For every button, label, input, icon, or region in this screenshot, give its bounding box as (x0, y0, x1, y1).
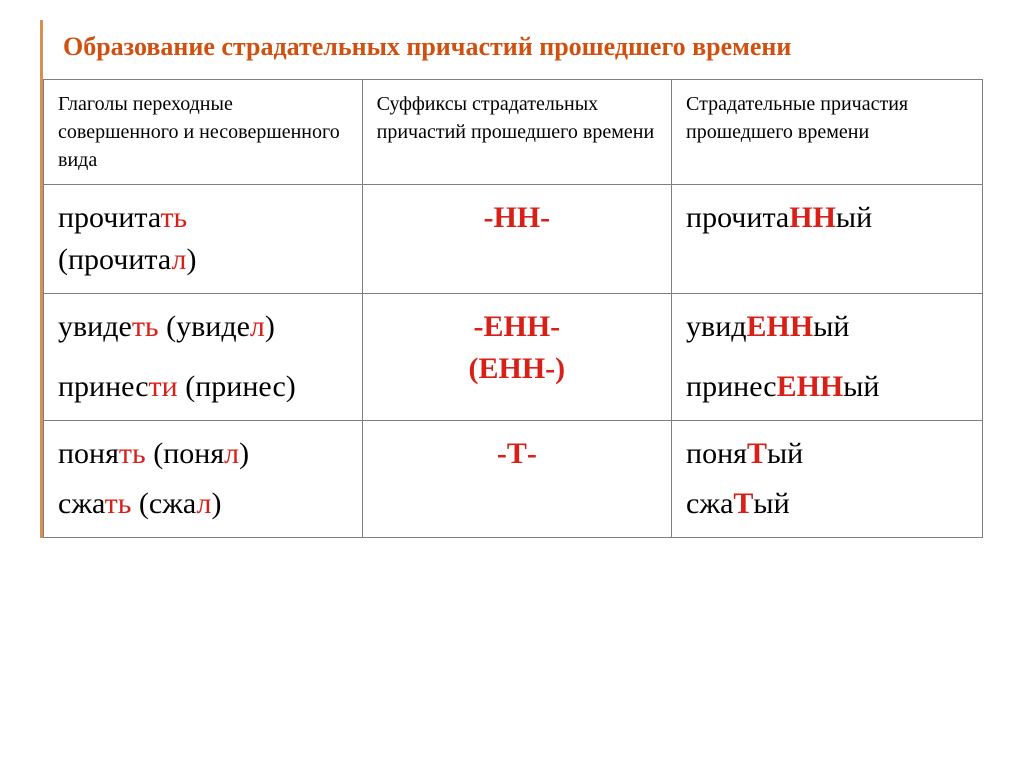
verb-cell: понять (понял) сжать (сжал) (44, 420, 363, 537)
suffix-cell: -Т- (362, 420, 671, 537)
suffix-text: -ЕНН-(ЕНН-) (377, 306, 657, 390)
suffix-text: -НН- (377, 197, 657, 239)
verb-infinitive: принести (принес) (58, 366, 348, 408)
table-row: понять (понял) сжать (сжал) -Т- поняТый … (44, 420, 983, 537)
verb-infinitive: увидеть (увидел) (58, 306, 348, 348)
table-row: увидеть (увидел) принести (принес) -ЕНН-… (44, 293, 983, 420)
participle-word: сжаТый (686, 483, 968, 525)
participle-word: прочитаННый (686, 197, 968, 239)
table-row: прочитать (прочитал) -НН- прочитаННый (44, 184, 983, 293)
participle-word: принесЕННый (686, 366, 968, 408)
header-col1: Глаголы переходные совершенного и несове… (44, 79, 363, 184)
verb-infinitive: понять (понял) (58, 433, 348, 475)
participle-cell: поняТый сжаТый (672, 420, 983, 537)
participle-cell: увидЕННый принесЕННый (672, 293, 983, 420)
suffix-text: -Т- (377, 433, 657, 475)
header-col2: Суффиксы страдательных причастий прошедш… (362, 79, 671, 184)
main-container: Образование страдательных причастий прош… (40, 20, 984, 538)
page-title: Образование страдательных причастий прош… (43, 20, 984, 79)
header-row: Глаголы переходные совершенного и несове… (44, 79, 983, 184)
participle-cell: прочитаННый (672, 184, 983, 293)
participle-word: увидЕННый (686, 306, 968, 348)
header-col3: Страдательные причастия прошедшего време… (672, 79, 983, 184)
verb-infinitive: сжать (сжал) (58, 483, 348, 525)
participle-word: поняТый (686, 433, 968, 475)
verb-cell: увидеть (увидел) принести (принес) (44, 293, 363, 420)
verb-cell: прочитать (прочитал) (44, 184, 363, 293)
suffix-cell: -НН- (362, 184, 671, 293)
verb-past: (прочитал) (58, 239, 348, 281)
verb-infinitive: прочитать (58, 197, 348, 239)
grammar-table: Глаголы переходные совершенного и несове… (43, 79, 983, 538)
suffix-cell: -ЕНН-(ЕНН-) (362, 293, 671, 420)
